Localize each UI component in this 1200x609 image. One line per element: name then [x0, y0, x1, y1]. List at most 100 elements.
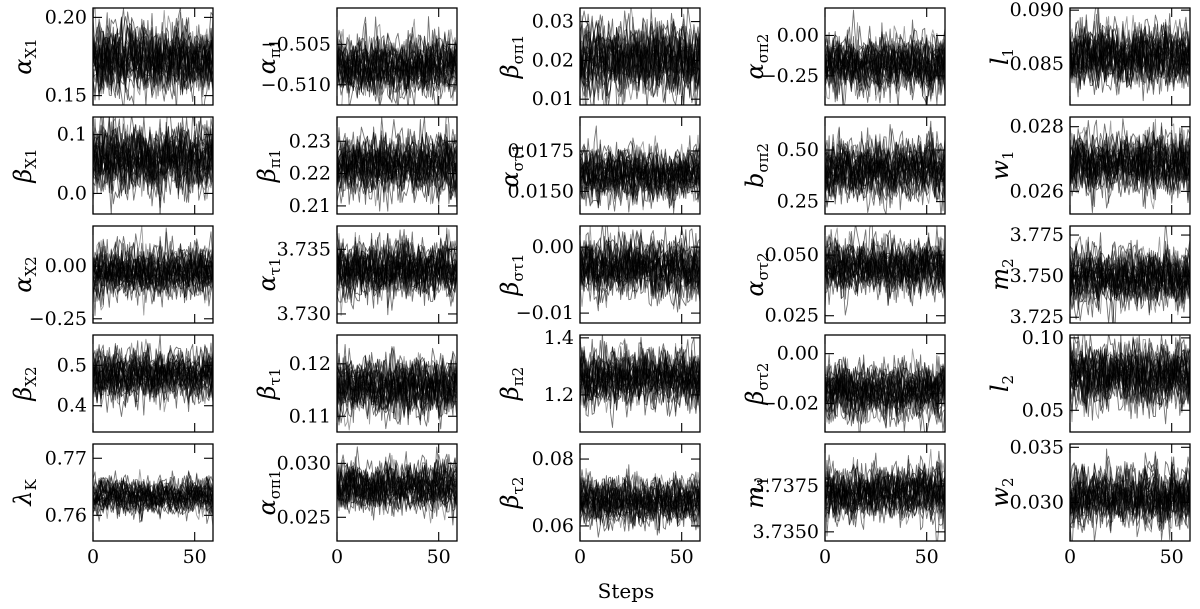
walker-trace: [337, 454, 457, 517]
walker-trace: [93, 352, 213, 416]
panel-frame: [92, 7, 214, 106]
walker-trace: [1070, 255, 1190, 301]
trace-panel-18: 1.2 1.4 βπ2: [496, 327, 701, 433]
y-tick-label: 0.0: [57, 182, 87, 204]
walker-trace: [580, 148, 700, 194]
walker-trace: [93, 21, 213, 102]
walker-trace: [93, 28, 213, 91]
walker-trace: [93, 117, 213, 208]
walker-trace: [580, 29, 700, 105]
walker-trace: [93, 231, 213, 295]
panel-frame: [579, 116, 701, 215]
y-tick-label: −0.510: [261, 74, 331, 96]
walker-trace: [337, 344, 457, 420]
walker-trace: [1070, 126, 1190, 186]
y-tick-label: 0.00: [777, 343, 819, 365]
walker-traces: [93, 469, 213, 526]
y-axis-label: αX2: [9, 256, 40, 292]
walker-trace: [825, 236, 945, 305]
y-tick-label: 0.035: [1010, 436, 1064, 458]
walker-trace: [825, 362, 945, 424]
y-axis-label: βτ2: [496, 477, 527, 510]
walker-trace: [337, 126, 457, 201]
y-tick-label: 0.76: [45, 504, 87, 526]
walker-trace: [825, 459, 945, 529]
y-tick-label: 0.23: [289, 130, 331, 152]
walker-traces: [93, 226, 213, 316]
walker-trace: [580, 352, 700, 414]
trace-panel-22: 0.025 0.030 0 50 ασπ1: [253, 443, 458, 568]
panel-frame: [336, 334, 458, 433]
y-tick-label: 0.030: [277, 452, 331, 474]
y-axis-label: αστ1: [496, 143, 527, 187]
walker-trace: [1070, 244, 1190, 313]
walker-trace: [93, 346, 213, 396]
y-axis-label: l2: [986, 375, 1017, 392]
panel-frame: [1069, 225, 1191, 324]
walker-traces: [825, 9, 945, 105]
y-tick-label: 0.11: [289, 405, 331, 427]
walker-trace: [825, 132, 945, 197]
walker-traces: [825, 120, 945, 214]
walker-trace: [580, 335, 700, 413]
walker-trace: [580, 144, 700, 205]
x-tick-label: 50: [1160, 546, 1184, 568]
panel-frame: [336, 116, 458, 215]
walker-trace: [337, 37, 457, 97]
y-tick-label: 0.02: [532, 49, 574, 71]
walker-trace: [580, 477, 700, 532]
walker-traces: [93, 8, 213, 105]
walker-trace: [1070, 344, 1190, 407]
y-tick-label: 0.050: [765, 244, 819, 266]
x-tick-label: 0: [1064, 546, 1076, 568]
walker-traces: [825, 348, 945, 432]
walker-trace: [337, 239, 457, 295]
walker-trace: [1070, 130, 1190, 193]
y-tick-label: 0.12: [289, 353, 331, 375]
trace-panel-15: 3.725 3.750 3.775 m2: [986, 224, 1191, 328]
panel-frame: [579, 225, 701, 324]
y-axis-label: απ1: [253, 39, 284, 75]
walker-trace: [580, 478, 700, 523]
walker-trace: [93, 479, 213, 512]
x-tick-label: 0: [819, 546, 831, 568]
trace-panel-6: 0.0 0.1 βX1: [9, 116, 214, 215]
walker-trace: [580, 231, 700, 295]
walker-trace: [93, 129, 213, 188]
y-tick-label: 0.21: [289, 195, 331, 217]
walker-trace: [580, 235, 700, 295]
walker-trace: [580, 346, 700, 405]
walker-trace: [825, 358, 945, 422]
y-tick-label: 3.725: [1010, 306, 1064, 328]
y-axis-label: ατ1: [253, 257, 284, 291]
y-tick-label: 1.2: [544, 384, 574, 406]
walker-trace: [337, 38, 457, 91]
walker-trace: [580, 240, 700, 302]
y-axis-label: αστ2: [741, 252, 772, 296]
walker-traces: [1070, 8, 1190, 102]
y-axis-label: m2: [986, 258, 1017, 290]
trace-panel-10: 0.026 0.028 w1: [986, 116, 1191, 215]
panel-frame: [579, 443, 701, 542]
trace-panel-16: 0.4 0.5 βX2: [9, 334, 214, 433]
y-tick-label: 0.026: [1010, 180, 1064, 202]
walker-trace: [580, 15, 700, 103]
y-tick-label: 0.15: [45, 85, 87, 107]
walker-traces: [580, 8, 700, 105]
y-tick-label: 3.7350: [753, 521, 819, 543]
y-tick-label: −0.505: [261, 33, 331, 55]
panel-frame: [1069, 443, 1191, 542]
walker-trace: [93, 348, 213, 403]
walker-trace: [93, 248, 213, 296]
walker-trace: [93, 117, 213, 188]
walker-traces: [580, 335, 700, 428]
walker-traces: [93, 117, 213, 214]
panel-frame: [92, 116, 214, 215]
panel-frame: [336, 443, 458, 542]
walker-trace: [580, 479, 700, 521]
